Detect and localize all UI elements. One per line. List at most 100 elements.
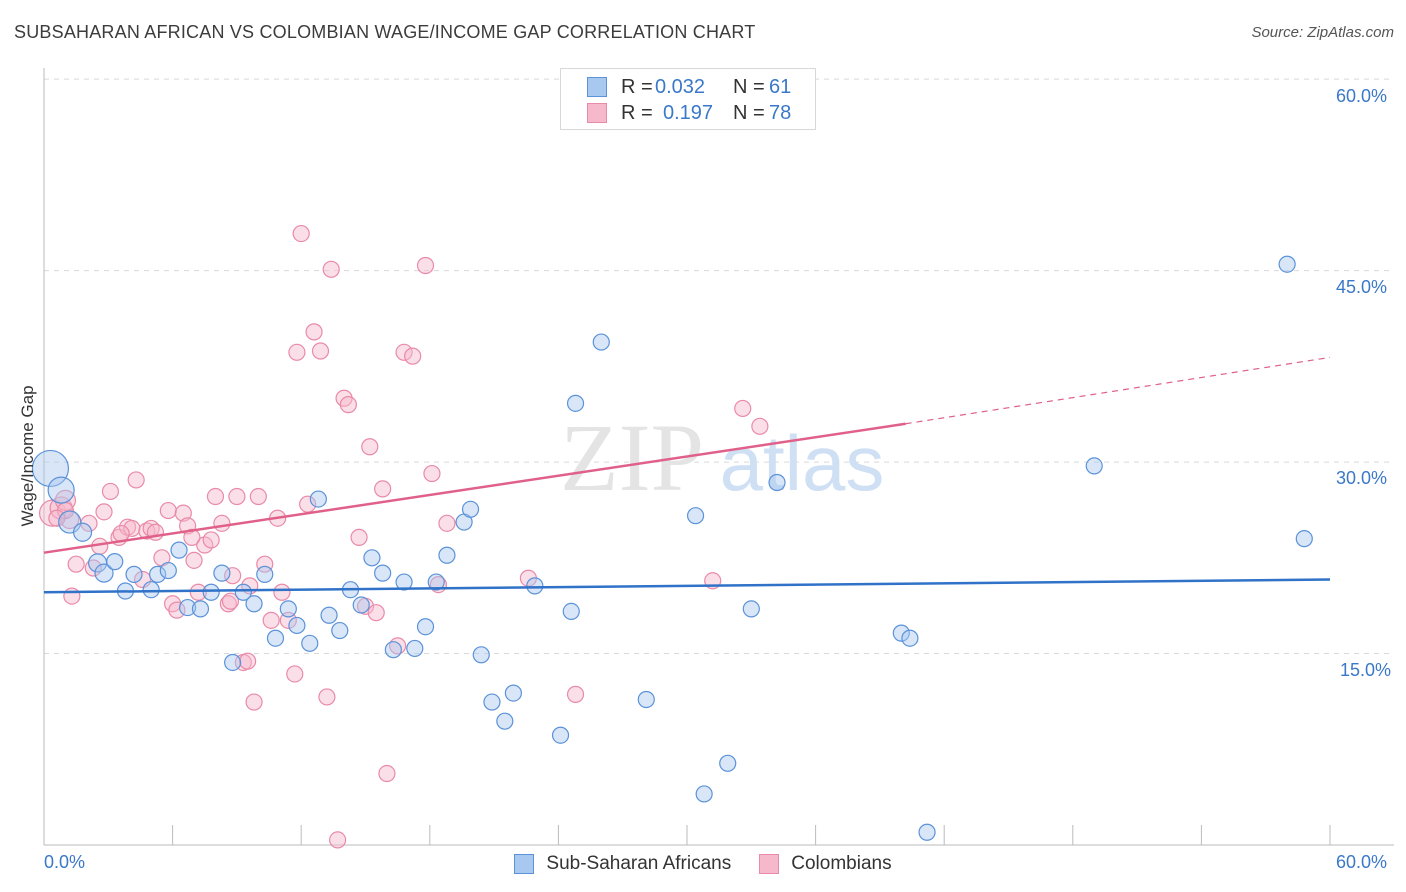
- data-point: [427, 573, 445, 591]
- trend-lines: [43, 356, 1331, 594]
- data-point: [256, 555, 274, 573]
- n-value: 61: [769, 75, 792, 98]
- data-point: [305, 323, 323, 341]
- data-point: [461, 500, 480, 518]
- data-point: [279, 600, 297, 618]
- data-point: [288, 616, 306, 635]
- data-point: [185, 551, 203, 569]
- data-point: [438, 546, 456, 564]
- data-point: [266, 629, 285, 647]
- data-point: [213, 564, 231, 582]
- data-point: [384, 641, 402, 659]
- data-point: [406, 639, 424, 658]
- r-value: 0.032: [655, 75, 706, 98]
- data-point: [67, 555, 85, 573]
- data-point: [125, 565, 143, 583]
- data-point: [329, 831, 347, 849]
- data-point: [378, 764, 396, 783]
- data-point: [566, 394, 585, 412]
- data-point: [273, 583, 291, 601]
- x-tick-label-max: 60.0%: [1336, 852, 1388, 872]
- r-label: R =: [621, 101, 653, 124]
- data-point: [363, 549, 381, 567]
- data-point: [562, 602, 580, 621]
- data-point: [742, 600, 760, 618]
- legend-item-sub-saharan[interactable]: Sub-Saharan Africans: [514, 853, 731, 875]
- data-point: [322, 260, 340, 278]
- data-point: [301, 634, 319, 652]
- data-point: [213, 514, 231, 532]
- data-point: [416, 256, 435, 275]
- data-point: [592, 333, 610, 351]
- pink-swatch: [759, 854, 780, 874]
- data-point: [309, 490, 327, 508]
- data-point: [63, 587, 81, 605]
- data-point: [48, 509, 66, 527]
- data-point: [168, 601, 186, 619]
- trend-line-colombians: [43, 422, 906, 554]
- data-point: [159, 501, 177, 520]
- data-point: [472, 646, 490, 664]
- data-point: [228, 487, 246, 506]
- data-point: [94, 563, 114, 583]
- data-point: [751, 417, 769, 435]
- data-point: [191, 600, 210, 618]
- trend-line-sub-saharan: [43, 578, 1331, 594]
- data-point: [95, 503, 113, 521]
- data-point: [361, 438, 379, 456]
- data-point: [256, 565, 274, 583]
- axes: [43, 68, 1394, 846]
- data-point: [423, 464, 441, 483]
- data-point: [918, 823, 936, 841]
- data-point: [189, 583, 207, 601]
- data-point: [202, 583, 220, 601]
- data-point: [566, 685, 585, 703]
- data-point: [224, 567, 242, 585]
- data-point: [331, 621, 349, 640]
- data-point: [47, 476, 75, 504]
- sub-saharan-points: [31, 255, 1313, 841]
- data-point: [206, 487, 225, 506]
- y-tick-label-45: 45.0%: [1336, 277, 1388, 297]
- data-point: [438, 514, 456, 532]
- data-point: [234, 583, 252, 601]
- data-point: [374, 480, 392, 498]
- data-point: [148, 565, 167, 583]
- data-point: [202, 531, 220, 549]
- data-point: [404, 347, 422, 365]
- data-point: [174, 504, 192, 522]
- r-value: 0.197: [663, 101, 714, 124]
- pink-swatch: [587, 103, 607, 123]
- data-point: [219, 595, 237, 613]
- series-legend: Sub-Saharan Africans Colombians: [0, 851, 1406, 877]
- data-point: [892, 624, 910, 642]
- n-label: N =: [733, 101, 765, 124]
- blue-swatch: [514, 854, 535, 874]
- stats-row-blue: R = 0.032 N = 61: [587, 75, 791, 99]
- data-point: [262, 611, 280, 629]
- data-point: [1295, 530, 1313, 548]
- data-point: [127, 471, 145, 489]
- source-label: Source: ZipAtlas.com: [1251, 24, 1394, 41]
- data-point: [339, 396, 357, 414]
- data-point: [637, 690, 655, 709]
- data-point: [395, 573, 413, 591]
- chart-title: SUBSAHARAN AFRICAN VS COLOMBIAN WAGE/INC…: [14, 22, 756, 42]
- data-point: [416, 618, 435, 636]
- data-point: [374, 564, 392, 582]
- watermark-atlas: atlas: [720, 419, 885, 507]
- data-point: [367, 604, 385, 622]
- data-point: [901, 629, 919, 647]
- stats-legend: R = 0.032 N = 61 R = 0.197 N = 78: [560, 68, 816, 130]
- data-point: [496, 712, 514, 730]
- data-point: [483, 693, 501, 711]
- data-point: [719, 754, 737, 772]
- data-point: [768, 473, 786, 492]
- data-point: [101, 482, 120, 501]
- data-point: [1085, 457, 1103, 475]
- legend-item-colombians[interactable]: Colombians: [759, 853, 892, 875]
- blue-swatch: [587, 77, 607, 97]
- data-point: [286, 665, 304, 683]
- data-point: [350, 528, 368, 546]
